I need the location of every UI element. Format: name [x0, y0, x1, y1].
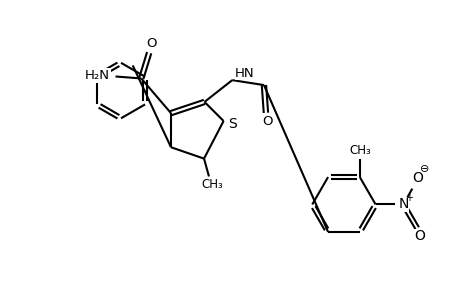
Text: HN: HN [235, 67, 254, 80]
Text: O: O [262, 115, 273, 128]
Text: ⊖: ⊖ [420, 164, 429, 174]
Text: O: O [411, 171, 422, 185]
Text: S: S [228, 117, 236, 131]
Text: O: O [146, 37, 156, 50]
Text: O: O [413, 229, 424, 243]
Text: CH₃: CH₃ [201, 178, 222, 191]
Text: +: + [404, 193, 413, 202]
Text: H₂N: H₂N [85, 69, 110, 82]
Text: CH₃: CH₃ [348, 144, 370, 157]
Text: N: N [397, 197, 408, 212]
